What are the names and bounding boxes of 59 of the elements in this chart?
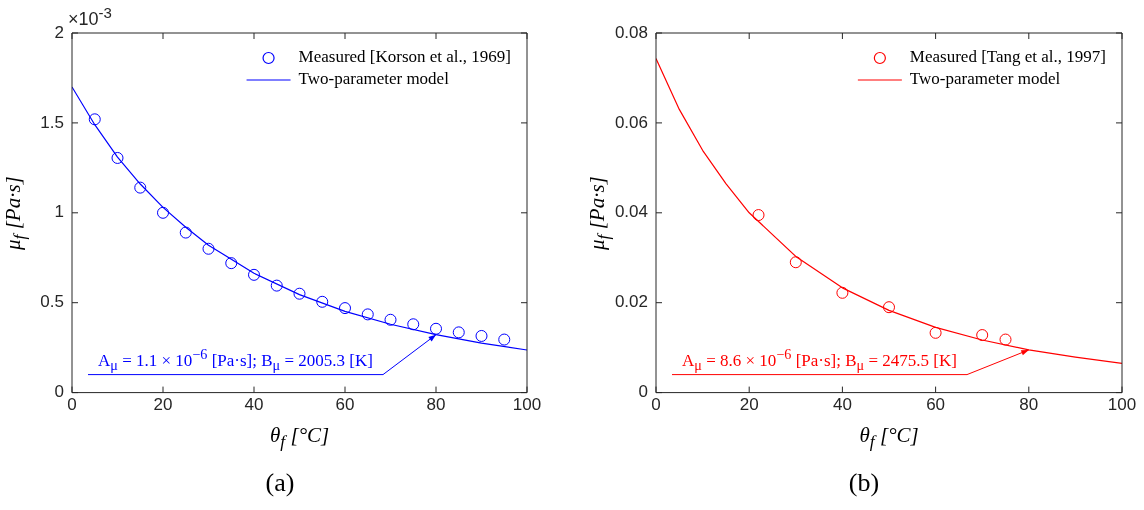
x-axis-title: θ$_{f}$ [°C]: [270, 422, 330, 453]
x-tick-label: 20: [153, 395, 173, 415]
point: [999, 333, 1012, 346]
x-tick-label: 60: [335, 395, 355, 415]
point: [929, 326, 942, 339]
y-tick-label: 0.02: [614, 292, 648, 312]
y-tick-label: 1: [54, 202, 64, 222]
y-tick-label: 0.08: [614, 22, 648, 42]
y-tick-label: 0.06: [614, 112, 648, 132]
text: (b): [847, 468, 881, 498]
x-tick-label: 80: [1019, 395, 1039, 415]
x-tick-label: 60: [926, 395, 946, 415]
point: [293, 287, 306, 300]
point: [134, 181, 147, 194]
legend-label: Two-parameter model: [909, 69, 1061, 89]
point: [270, 279, 283, 292]
y-tick-label: 0: [54, 382, 64, 402]
y-tick-label: 2: [54, 22, 64, 42]
x-tick-label: 100: [512, 395, 542, 415]
x-tick-label: 40: [832, 395, 852, 415]
y-tick-label: 1.5: [40, 112, 64, 132]
y-tick-label: 0.04: [614, 202, 648, 222]
point: [384, 313, 397, 326]
text: (a): [264, 468, 296, 498]
point: [179, 226, 192, 239]
point: [789, 256, 802, 269]
point: [361, 308, 374, 321]
x-tick-label: 20: [739, 395, 759, 415]
point: [430, 322, 442, 335]
x-tick-label: 100: [1107, 395, 1137, 415]
x-tick-label: 80: [426, 395, 446, 415]
x-tick-label: 40: [244, 395, 264, 415]
annotation: A$_{μ}$ = 8.6 × 10$^{−6}$ [Pa·s]; B$_{μ}$ = 2475.5 [K]: [682, 344, 957, 375]
x-tick-label: 0: [651, 395, 661, 415]
x-tick-label: 0: [67, 395, 77, 415]
legend-label: Measured [Tang et al., 1997]: [909, 47, 1107, 67]
point: [883, 301, 895, 314]
point: [498, 333, 511, 346]
point: [407, 318, 420, 331]
point: [202, 242, 215, 255]
point: [836, 286, 849, 299]
point: [157, 206, 169, 219]
point: [316, 295, 329, 308]
point: [225, 257, 238, 270]
legend-label: Two-parameter model: [298, 69, 450, 89]
point: [88, 113, 101, 126]
point: [452, 326, 465, 339]
point: [339, 302, 351, 315]
point: [248, 268, 260, 281]
point: [752, 209, 765, 222]
point: [976, 329, 989, 342]
text: ×10$^{-3}$: [68, 4, 112, 30]
legend-label: Measured [Korson et al., 1969]: [298, 47, 512, 67]
annotation: A$_{μ}$ = 1.1 × 10$^{−6}$ [Pa·s]; B$_{μ}$ = 2005.3 [K]: [98, 344, 373, 375]
y-tick-label: 0.5: [40, 292, 64, 312]
point: [475, 329, 488, 342]
x-axis-title: θ$_{f}$ [°C]: [859, 422, 919, 453]
y-tick-label: 0: [638, 382, 648, 402]
point: [111, 151, 124, 164]
